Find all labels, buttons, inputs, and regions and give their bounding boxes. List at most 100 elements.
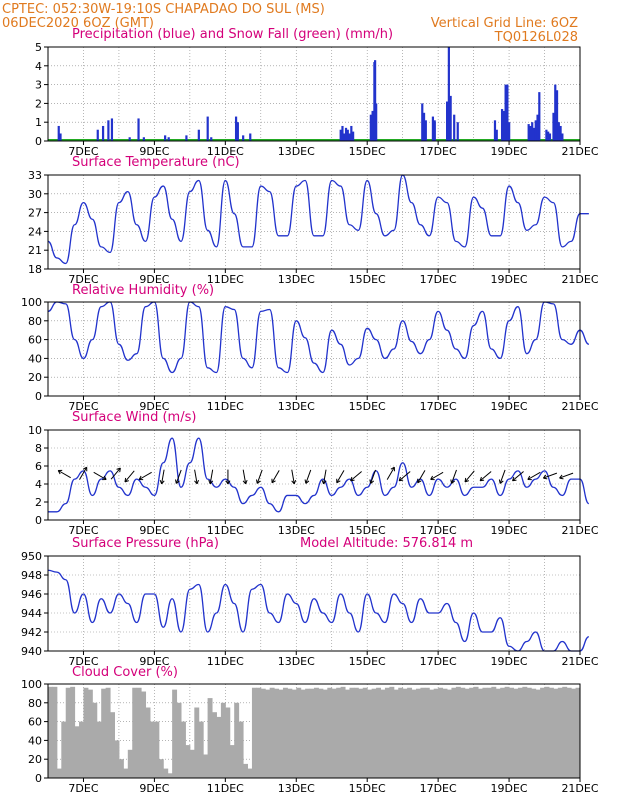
wind-arrow xyxy=(194,469,198,484)
cloud-bar xyxy=(300,689,306,778)
x-tick-label: 19DEC xyxy=(491,400,528,413)
panel-frame xyxy=(47,174,581,270)
wind-arrow xyxy=(124,470,135,483)
cloud-bar xyxy=(473,686,479,778)
precip-bar xyxy=(242,135,245,141)
panel-3: Surface Wind (m/s) 0 2 4 6 8 10 7DEC 9DEC 11DEC 13… xyxy=(28,410,599,537)
precip-bar xyxy=(346,129,349,141)
wind-arrow xyxy=(499,469,506,484)
cloud-bar xyxy=(566,687,572,778)
cloud-bar xyxy=(203,754,209,778)
y-tick-label: 4 xyxy=(35,478,42,491)
wind-arrow xyxy=(479,471,492,482)
wind-arrow-head xyxy=(255,479,261,484)
panel-frame xyxy=(47,301,581,397)
precip-bar xyxy=(352,131,355,141)
cloud-bar xyxy=(234,702,240,778)
x-tick-label: 7DEC xyxy=(68,400,98,413)
cloud-bar xyxy=(526,687,532,778)
wind-arrow-head xyxy=(57,469,63,475)
cloud-bar xyxy=(101,688,107,778)
cloud-bar xyxy=(225,707,231,778)
precip-bar xyxy=(57,125,60,141)
precip-bar xyxy=(236,122,239,141)
cloud-bar xyxy=(482,687,488,778)
cloud-bar xyxy=(411,689,417,778)
x-tick-label: 11DEC xyxy=(207,782,244,795)
precip-bar xyxy=(167,137,170,141)
x-tick-label: 21DEC xyxy=(561,655,598,668)
cloud-bar xyxy=(83,687,89,778)
y-tick-label: 948 xyxy=(21,569,42,582)
wind-arrow-head xyxy=(398,476,404,482)
cloud-bar xyxy=(429,689,435,778)
precip-bar xyxy=(431,116,435,141)
precip-bar xyxy=(508,122,511,141)
cloud-bar xyxy=(243,763,248,778)
precip-bar xyxy=(107,120,110,141)
cloud-bar xyxy=(220,702,226,778)
panel-frame xyxy=(47,429,581,521)
x-tick-label: 15DEC xyxy=(349,273,386,286)
cloud-bar xyxy=(562,686,568,778)
wind-arrow xyxy=(451,469,457,484)
y-tick-label: 21 xyxy=(28,244,42,257)
cloud-bar xyxy=(291,689,297,778)
precip-bar xyxy=(456,122,459,141)
x-tick-label: 11DEC xyxy=(207,273,244,286)
cloud-bar xyxy=(407,687,413,778)
precip-bar xyxy=(249,133,252,141)
x-tick-label: 7DEC xyxy=(68,524,98,537)
cloud-bar xyxy=(433,688,439,778)
wind-arrow xyxy=(527,471,541,480)
cloud-bar xyxy=(486,687,492,778)
y-tick-label: 2 xyxy=(35,97,42,110)
y-tick-label: 0 xyxy=(35,390,42,403)
x-tick-label: 17DEC xyxy=(420,655,457,668)
cloud-bar xyxy=(451,687,457,778)
precip-bar xyxy=(210,137,213,141)
wind-arrow-head xyxy=(542,474,548,480)
y-tick-label: 946 xyxy=(21,588,42,601)
cloud-bar xyxy=(269,687,275,778)
x-tick-label: 21DEC xyxy=(561,273,598,286)
y-tick-label: 40 xyxy=(28,352,42,365)
cloud-bar xyxy=(447,689,452,778)
cloud-bar xyxy=(87,689,93,778)
y-tick-label: 1 xyxy=(35,116,42,129)
wind-arrow-head xyxy=(138,475,144,481)
panels: Precipitation (blue) and Snow Fall (gree… xyxy=(21,27,599,795)
panel-title: Relative Humidity (%) xyxy=(72,283,214,298)
cloud-bar xyxy=(181,721,186,778)
cloud-bar xyxy=(531,688,537,778)
cloud-bar xyxy=(553,688,559,778)
x-tick-label: 13DEC xyxy=(278,655,315,668)
cloud-bar xyxy=(327,687,333,778)
x-tick-label: 11DEC xyxy=(207,655,244,668)
cloud-bar xyxy=(110,712,115,778)
cloud-bar xyxy=(158,759,164,778)
cloud-bar xyxy=(535,689,541,778)
cloud-bar xyxy=(575,687,580,778)
cloud-bar xyxy=(296,687,302,778)
cloud-bar xyxy=(194,707,200,778)
x-tick-label: 19DEC xyxy=(491,782,528,795)
wind-arrow-head xyxy=(430,475,435,481)
cloud-bar xyxy=(522,686,528,778)
precip-bar xyxy=(504,84,507,141)
wind-arrow-head xyxy=(271,478,276,484)
wind-arrow xyxy=(271,470,280,484)
x-tick-label: 13DEC xyxy=(278,524,315,537)
cloud-bar xyxy=(105,687,111,778)
wind-arrow xyxy=(161,469,165,484)
cloud-bar xyxy=(52,686,58,778)
panel-title: Surface Pressure (hPa) xyxy=(72,536,219,551)
precip-bar xyxy=(433,120,436,141)
cloud-bar xyxy=(442,688,448,778)
panel-1: Surface Temperature (nC) 18 21 24 27 30 33 7DEC… xyxy=(28,155,599,286)
y-tick-label: 944 xyxy=(21,607,42,620)
cloud-bar xyxy=(189,749,195,778)
x-tick-label: 17DEC xyxy=(420,273,457,286)
wind-arrow xyxy=(209,469,214,484)
